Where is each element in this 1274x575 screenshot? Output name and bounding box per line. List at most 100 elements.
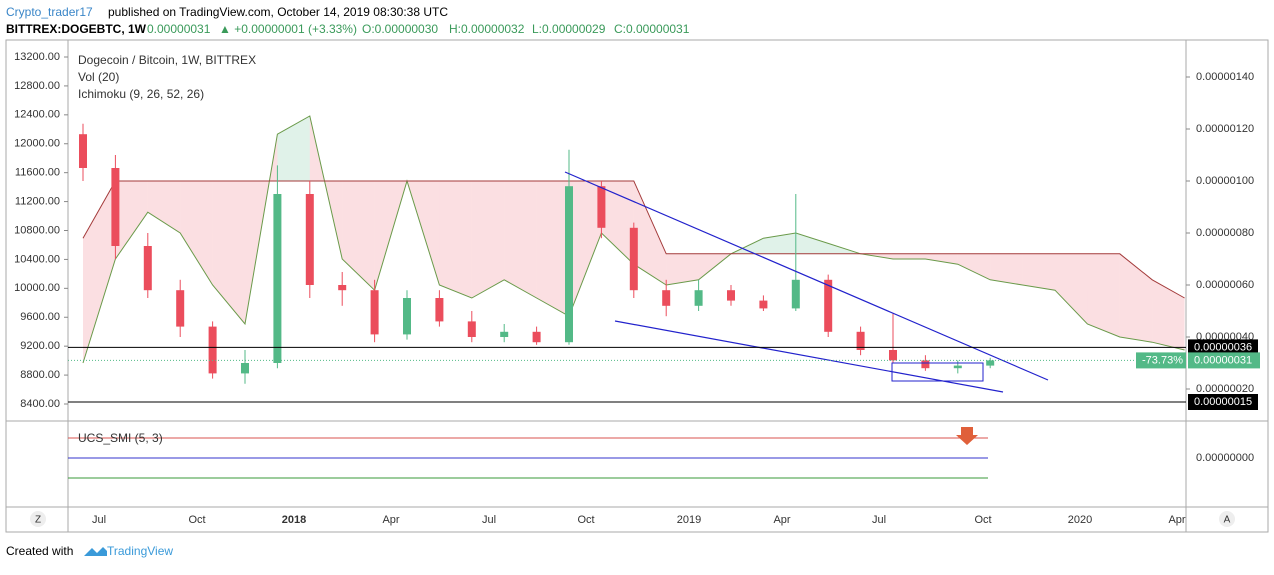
oscillator-label: UCS_SMI (5, 3) xyxy=(78,431,163,445)
footer-brand[interactable]: TradingView xyxy=(107,544,173,558)
candle-body xyxy=(791,279,800,309)
candle-body xyxy=(597,186,606,228)
candle-body xyxy=(953,365,962,369)
candle-body xyxy=(79,134,87,168)
y-left-tick-label: 13200.00 xyxy=(14,51,60,63)
x-tick-label: Apr xyxy=(1168,514,1185,526)
cloud-segment xyxy=(633,181,667,285)
x-tick-label: Apr xyxy=(382,514,399,526)
cloud-segment xyxy=(212,181,245,324)
y-tick-label: 0.00000140 xyxy=(1196,71,1254,83)
cloud-segment xyxy=(115,181,148,259)
cloud-segment xyxy=(925,253,958,265)
candle-body xyxy=(694,290,703,306)
candle-body xyxy=(727,290,735,301)
oscillator-tick: 0.00000000 xyxy=(1196,452,1254,464)
auto-button[interactable] xyxy=(1219,511,1235,527)
candle-body xyxy=(662,290,671,306)
y-tick-label: 0.00000020 xyxy=(1196,383,1254,395)
cloud-segment xyxy=(666,253,699,285)
cloud-segment xyxy=(504,181,537,298)
cloud-segment xyxy=(1152,279,1185,350)
price-tag xyxy=(1188,394,1258,410)
indicator-label: Ichimoku (9, 26, 52, 26) xyxy=(78,87,204,101)
trendline[interactable] xyxy=(614,320,1004,393)
cloud-segment xyxy=(536,181,569,317)
ohlc-close: C:0.00000031 xyxy=(614,22,690,36)
ohlc-open: O:0.00000030 xyxy=(362,22,438,36)
y-tick-label: 0.00000100 xyxy=(1196,175,1254,187)
trendline[interactable] xyxy=(564,171,1049,381)
y-left-tick-label: 11600.00 xyxy=(15,167,60,179)
y-left-tick-label: 8800.00 xyxy=(20,369,60,381)
cloud-segment xyxy=(1022,253,1055,291)
change-tag xyxy=(1136,352,1186,369)
x-tick-label: Oct xyxy=(577,514,594,526)
y-left-tick-label: 9600.00 xyxy=(20,311,60,323)
candle-body xyxy=(111,168,120,246)
change-tag-label: -73.73% xyxy=(1142,354,1183,366)
current-tag-label: 0.00000031 xyxy=(1194,354,1252,366)
symbol: BITTREX:DOGEBTC, 1W xyxy=(6,22,147,36)
current-tag xyxy=(1188,352,1260,369)
ohlc-high: H:0.00000032 xyxy=(449,22,525,36)
published: published on TradingView.com, October 14… xyxy=(108,5,448,19)
y-tick-label: 0.00000120 xyxy=(1196,123,1254,135)
y-left-tick-label: 8400.00 xyxy=(20,398,60,410)
box-drawing[interactable] xyxy=(891,362,984,382)
candle-body xyxy=(921,360,930,369)
y-left-tick-label: 11200.00 xyxy=(15,195,60,207)
candle-body xyxy=(500,331,509,337)
y-tick-label: 0.00000060 xyxy=(1196,279,1254,291)
x-tick-label: Oct xyxy=(974,514,991,526)
cloud-segment xyxy=(1055,253,1088,324)
candle-body xyxy=(824,279,833,332)
x-tick-label: 2020 xyxy=(1068,514,1092,526)
x-tick-label: Jul xyxy=(92,514,106,526)
y-tick-label: 0.00000080 xyxy=(1196,227,1254,239)
candle-body xyxy=(241,363,249,374)
price-tag-label: 0.00000036 xyxy=(1194,341,1252,353)
cloud-segment xyxy=(342,181,375,291)
y-left-tick-label: 9200.00 xyxy=(20,340,60,352)
y-left-tick-label: 10800.00 xyxy=(14,224,60,236)
cloud-segment xyxy=(763,233,796,254)
ohlc-low: L:0.00000029 xyxy=(532,22,606,36)
cloud-segment xyxy=(957,253,991,280)
author[interactable]: Crypto_trader17 xyxy=(6,5,93,19)
x-tick-label: Jul xyxy=(872,514,886,526)
candle-body xyxy=(338,285,347,291)
candle-body xyxy=(403,298,411,335)
zoom-label[interactable]: Z xyxy=(35,515,41,526)
change: ▲ +0.00000001 (+3.33%) xyxy=(219,22,357,36)
chart-title: Dogecoin / Bitcoin, 1W, BITTREX xyxy=(78,53,256,67)
candle-body xyxy=(759,300,768,309)
ichimoku-line xyxy=(82,180,1185,299)
arrow-icon xyxy=(956,427,978,445)
zoom-button[interactable] xyxy=(30,511,46,527)
candle-body xyxy=(986,360,995,366)
cloud-segment xyxy=(893,253,926,259)
y-left-tick-label: 12000.00 xyxy=(14,138,60,150)
y-left-tick-label: 12400.00 xyxy=(14,109,60,121)
candle-body xyxy=(143,246,152,291)
cloud-segment xyxy=(439,181,472,298)
auto-label[interactable]: A xyxy=(1224,515,1231,526)
cloud-segment xyxy=(1119,253,1153,343)
cloud-segment xyxy=(180,181,213,285)
price-tag xyxy=(1188,339,1258,356)
candle-body xyxy=(305,194,314,285)
candle-body xyxy=(532,331,541,343)
cloud-segment xyxy=(795,233,829,254)
candle-body xyxy=(889,350,897,361)
x-tick-label: Oct xyxy=(188,514,205,526)
candle-body xyxy=(273,194,282,363)
last-price: 0.00000031 xyxy=(147,22,211,36)
cloud-segment xyxy=(1087,253,1120,337)
x-tick-label: 2019 xyxy=(677,514,701,526)
cloud-segment xyxy=(147,181,181,233)
cloud-segment xyxy=(471,181,505,298)
cloud-segment xyxy=(277,116,310,181)
y-left-tick-label: 12800.00 xyxy=(14,80,60,92)
